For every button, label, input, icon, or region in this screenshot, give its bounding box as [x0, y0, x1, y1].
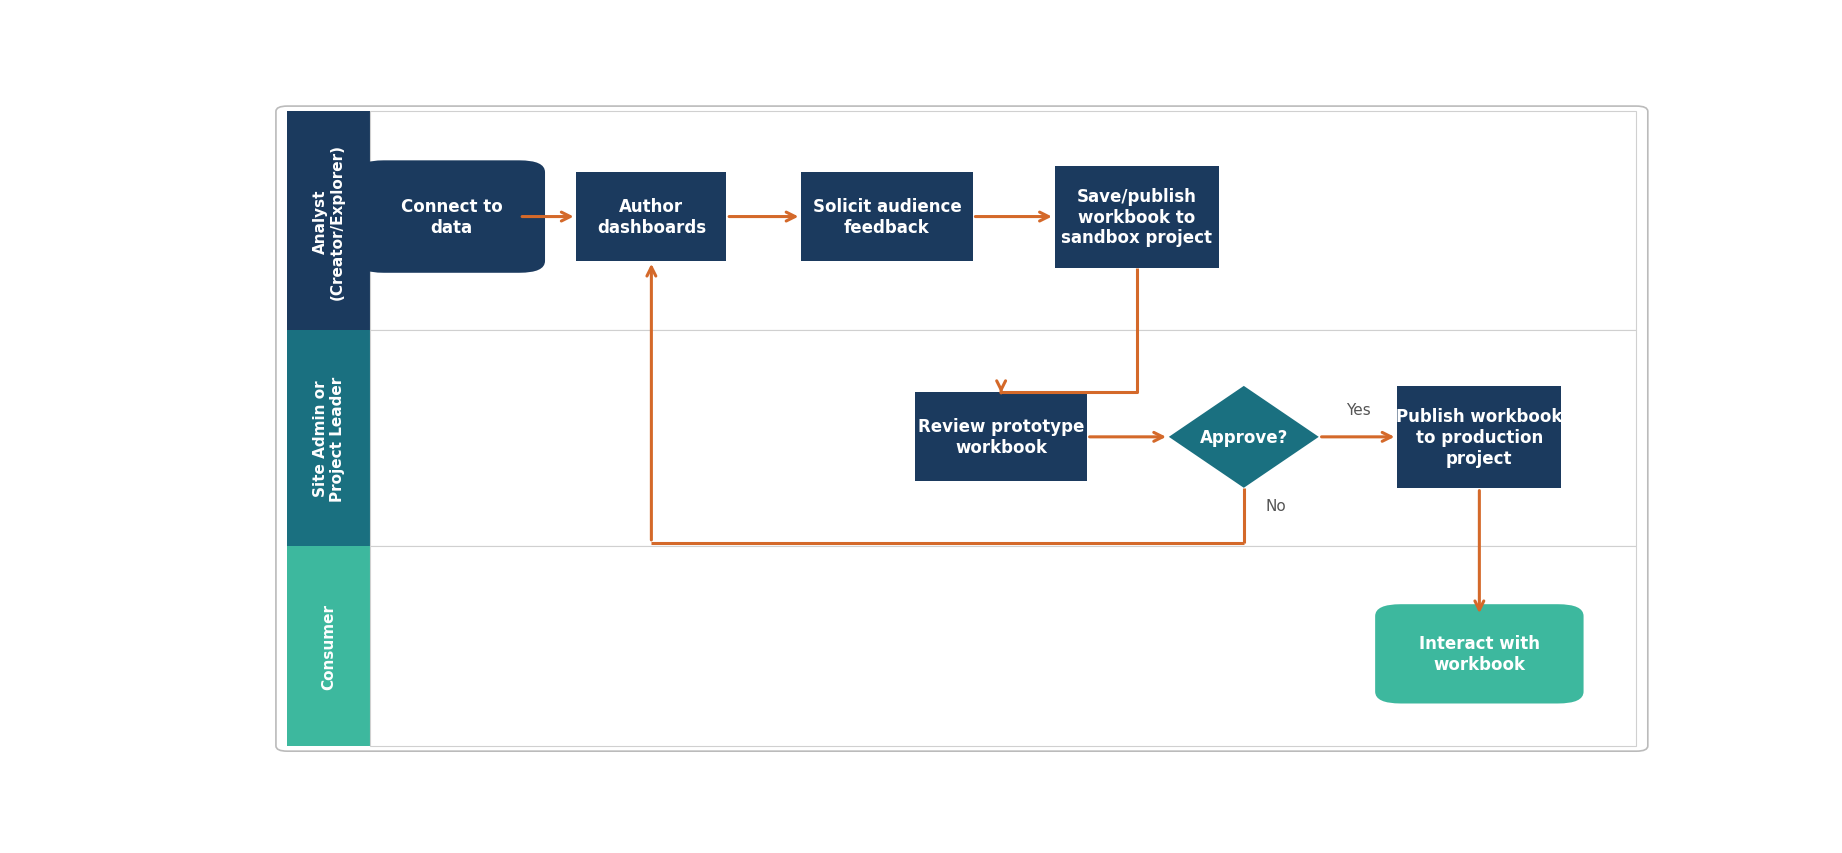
- FancyBboxPatch shape: [276, 107, 1649, 751]
- Bar: [370, 547, 1636, 746]
- Polygon shape: [1170, 386, 1319, 488]
- Text: Connect to
data: Connect to data: [402, 198, 503, 236]
- Text: Publish workbook
to production
project: Publish workbook to production project: [1396, 408, 1562, 467]
- Text: Yes: Yes: [1347, 403, 1370, 418]
- Text: Review prototype
workbook: Review prototype workbook: [917, 418, 1085, 456]
- FancyBboxPatch shape: [357, 161, 545, 274]
- Text: Save/publish
workbook to
sandbox project: Save/publish workbook to sandbox project: [1061, 188, 1212, 247]
- Text: Analyst
(Creator/Explorer): Analyst (Creator/Explorer): [313, 143, 344, 299]
- Text: Author
dashboards: Author dashboards: [597, 198, 705, 236]
- Text: No: No: [1265, 498, 1286, 513]
- Text: Site Admin or
Project Leader: Site Admin or Project Leader: [313, 376, 344, 502]
- Bar: [287, 113, 370, 331]
- Bar: [287, 331, 370, 547]
- FancyBboxPatch shape: [915, 393, 1087, 482]
- FancyBboxPatch shape: [801, 173, 973, 262]
- Bar: [370, 331, 1636, 547]
- Bar: [287, 547, 370, 746]
- Text: Approve?: Approve?: [1199, 428, 1288, 446]
- Text: Interact with
workbook: Interact with workbook: [1418, 635, 1540, 674]
- FancyBboxPatch shape: [1376, 605, 1584, 704]
- FancyBboxPatch shape: [1398, 386, 1562, 488]
- FancyBboxPatch shape: [577, 173, 726, 262]
- FancyBboxPatch shape: [1055, 166, 1219, 268]
- Text: Solicit audience
feedback: Solicit audience feedback: [812, 198, 962, 236]
- Bar: [370, 113, 1636, 331]
- Text: Consumer: Consumer: [321, 603, 337, 689]
